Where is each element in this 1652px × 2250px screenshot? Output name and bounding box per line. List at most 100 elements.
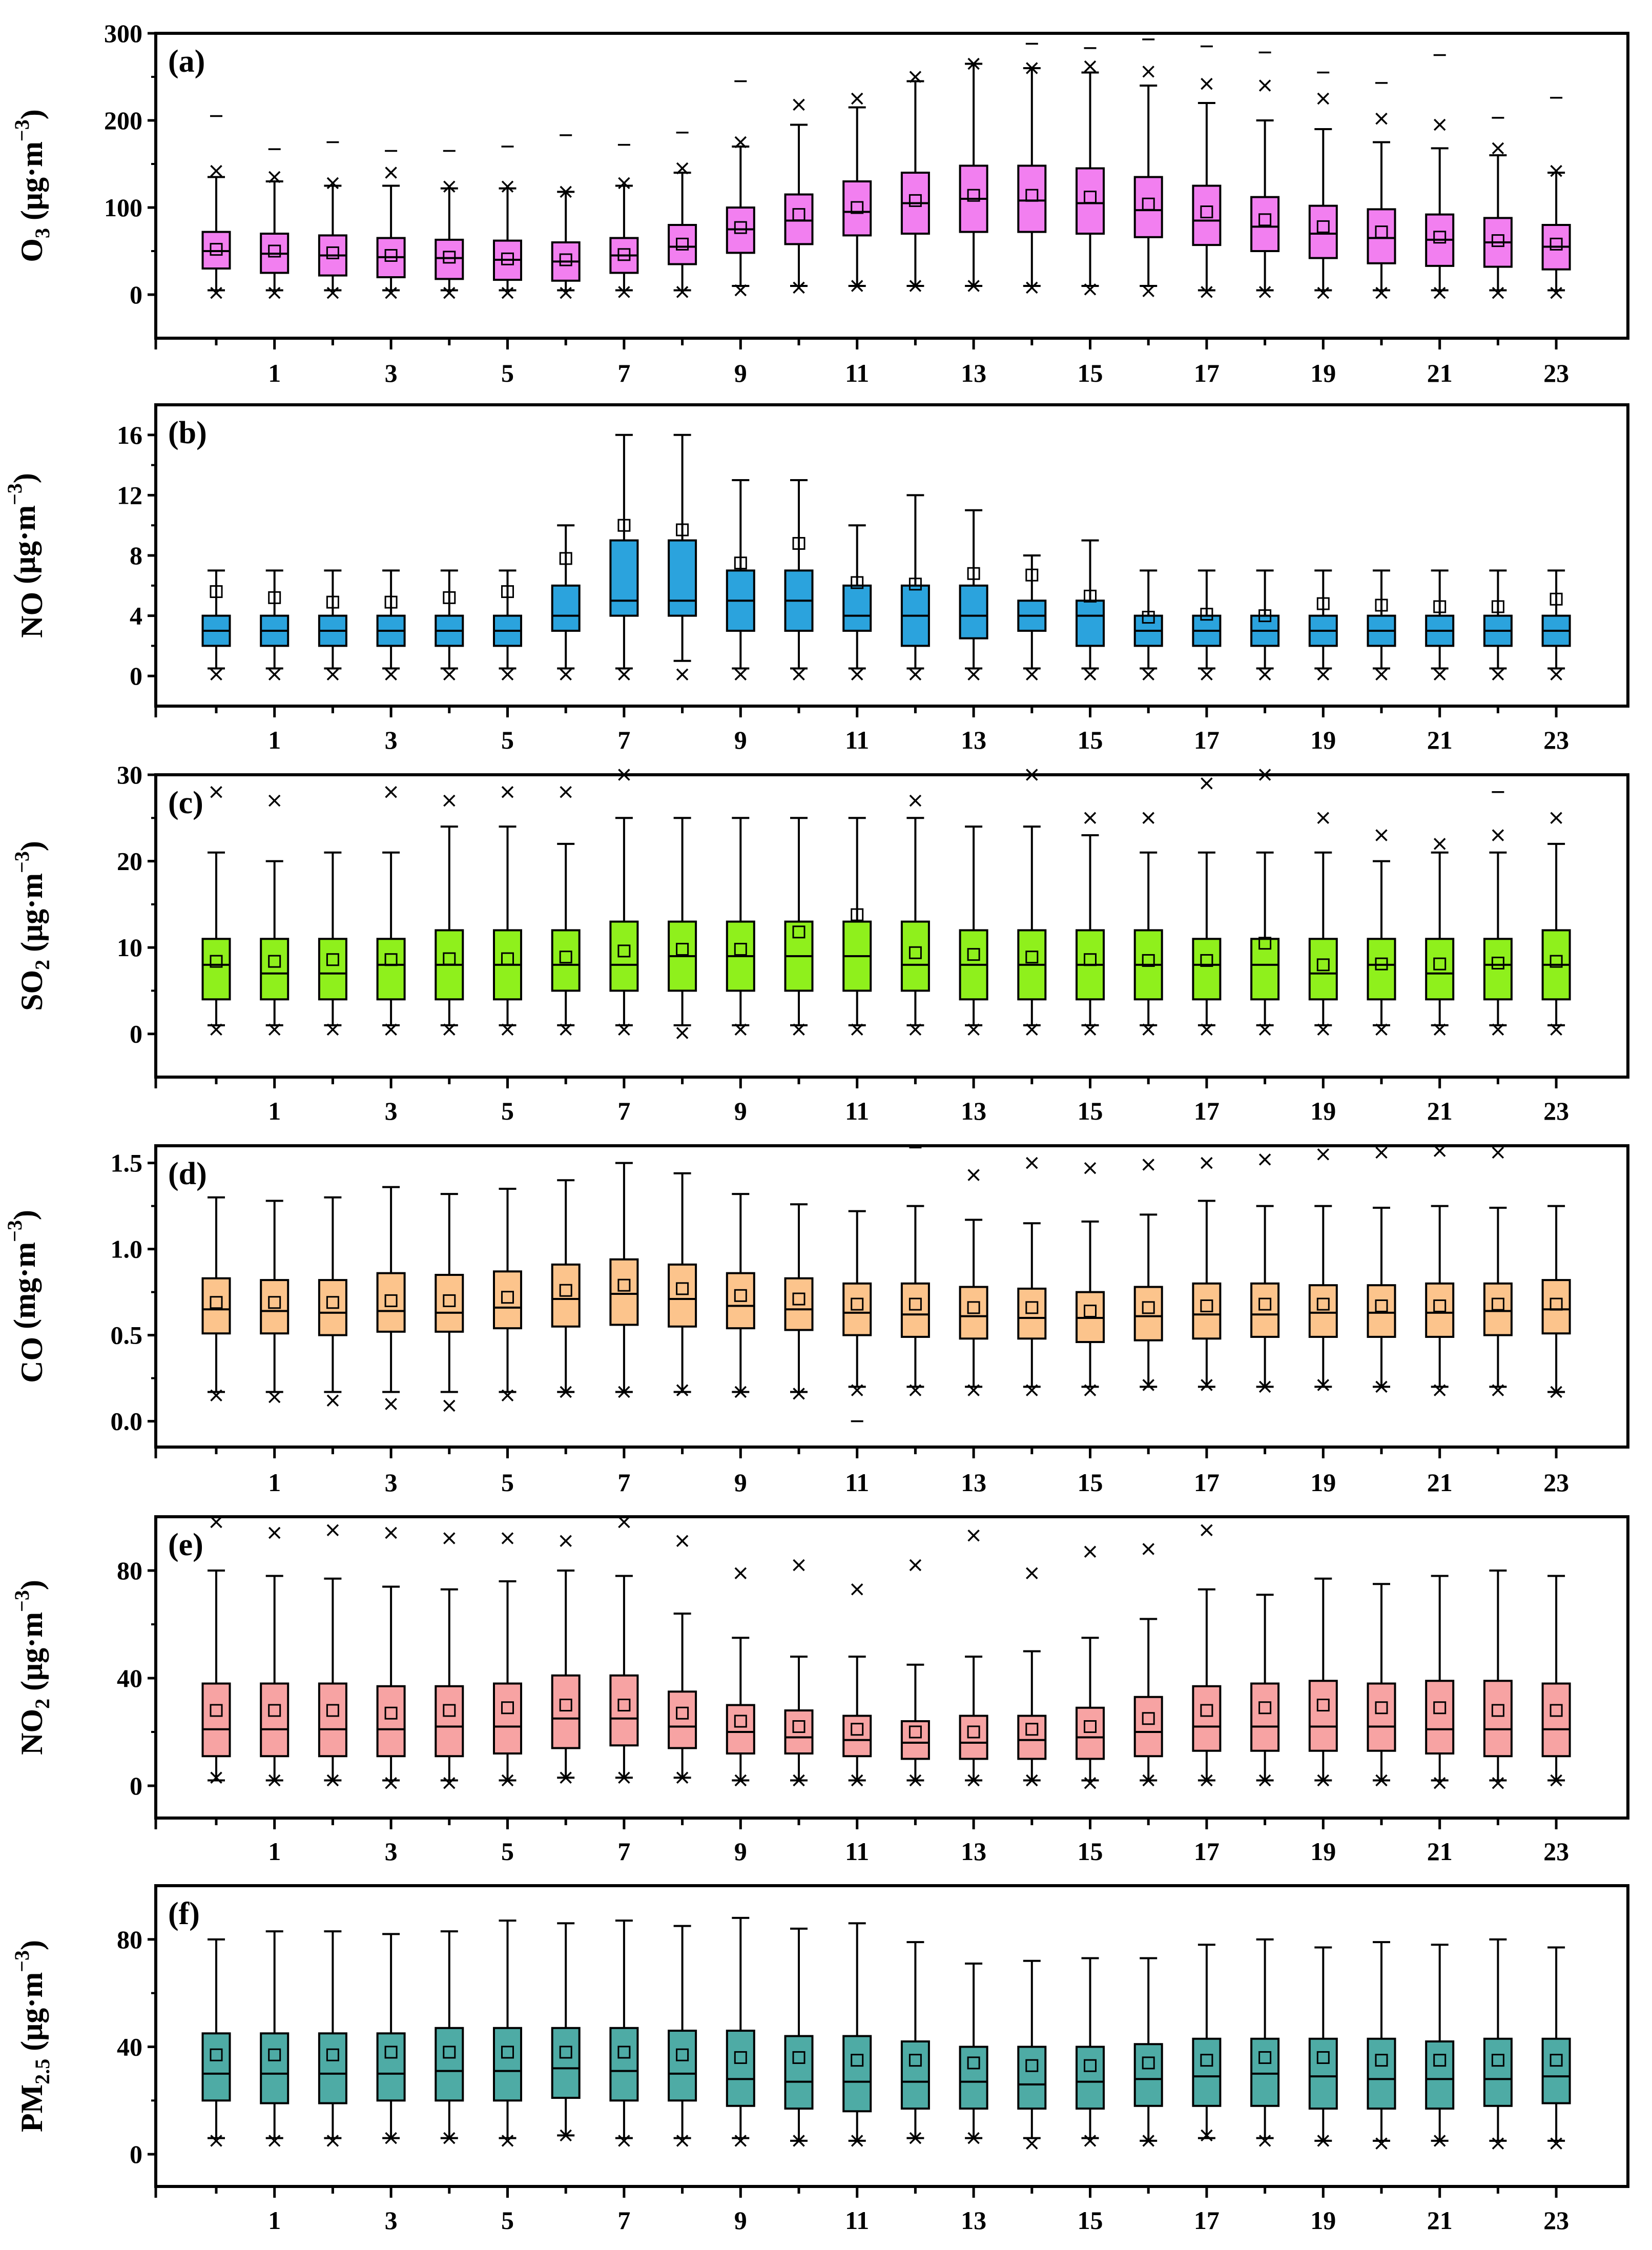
box-hour-17 [1192,1524,1222,1787]
mean-marker [1025,568,1039,582]
mean-marker [326,2048,339,2061]
min-marker [326,286,339,299]
box-hour-17 [1192,45,1222,298]
max-marker [1142,66,1154,78]
panel-label: (c) [168,786,203,820]
y-axis-title-sup: −3 [10,1590,33,1612]
box-hour-14 [1017,1567,1047,1787]
mean-marker [908,1297,922,1311]
y-tick-label: 40 [117,2032,142,2061]
max-marker [1084,1545,1097,1558]
max-marker [210,164,222,177]
min-marker [793,668,805,680]
x-tick-label: 3 [385,1468,398,1497]
iqr-box [551,929,581,992]
box-hour-20 [1367,1146,1396,1393]
mean-marker [1084,1720,1097,1733]
mean-marker [734,943,747,956]
max-marker [734,1567,747,1579]
max-marker [676,1535,689,1547]
iqr-box [201,938,231,1001]
min-marker [268,1391,281,1403]
max-marker [1026,769,1038,781]
box-hour-4 [435,794,464,1036]
max-marker [268,171,281,183]
y-tick-label: 16 [117,421,142,449]
x-tick-label: 13 [961,1097,986,1125]
iqr-box [1308,2037,1338,2110]
y-tick-label: 0.5 [111,1321,143,1350]
max-marker [793,1559,805,1572]
y-axis-title: CO (mg·m−3) [3,1210,49,1383]
iqr-box [1308,1284,1338,1338]
y-axis-title: NO (μg·m−3) [3,473,49,638]
mean-marker [792,208,806,221]
box-hour-0 [201,115,231,299]
box-hour-9 [726,817,755,1036]
min-marker [443,1777,456,1789]
max-marker [734,136,747,149]
iqr-box [260,1279,290,1335]
iqr-box [900,920,930,992]
iqr-box [668,224,697,265]
iqr-box [376,1272,406,1333]
x-tick-label: 15 [1078,359,1103,387]
y-axis-title-sup: −3 [10,1950,33,1972]
box-hour-17 [1192,1157,1222,1391]
max-marker [443,794,456,807]
min-marker [1433,2135,1446,2147]
min-marker [1084,2135,1097,2147]
max-marker [1258,79,1271,92]
min-marker [560,286,572,299]
max-marker [1433,118,1446,131]
min-marker [1317,1774,1330,1787]
box-hour-4 [435,1930,464,2144]
min-marker [909,1774,922,1787]
box-hour-5 [493,569,522,680]
x-tick-label: 15 [1078,1468,1103,1497]
min-marker [618,1023,630,1036]
min-marker [1317,2135,1330,2147]
x-tick-label: 1 [268,1837,281,1866]
x-tick-label: 7 [617,726,630,754]
box-hour-21 [1425,838,1455,1036]
box-hour-9 [726,80,755,297]
box-hour-18 [1250,569,1280,680]
mean-marker [1084,953,1097,966]
min-marker [967,668,980,680]
iqr-box [784,193,814,245]
iqr-box [551,1674,581,1749]
box-hour-12 [900,1941,930,2144]
min-marker [1142,668,1154,680]
mean-marker [268,1704,281,1717]
min-marker [1142,1774,1154,1787]
max-marker [1201,1157,1213,1169]
mean-marker [443,1294,456,1307]
y-tick-label: 0 [130,662,142,690]
min-marker [676,1027,689,1039]
iqr-box [1483,1680,1513,1758]
min-marker [210,1389,222,1401]
min-marker [1492,1384,1504,1396]
y-axis-title-close: ) [15,841,49,851]
box-hour-19 [1308,71,1338,299]
min-marker [1492,1023,1504,1036]
y-tick-label: 300 [104,19,142,48]
x-tick-label: 1 [268,726,281,754]
min-marker [1258,1774,1271,1787]
panel-label: (b) [168,416,207,450]
box-hour-21 [1425,54,1455,299]
mean-marker [1025,189,1039,202]
y-tick-label: 0 [130,2140,142,2169]
max-marker [793,98,805,111]
min-marker [326,1394,339,1407]
box-hour-9 [726,1193,755,1398]
y-axis-title-sub: 2 [31,1699,54,1709]
mean-marker [559,1699,572,1711]
min-marker [210,668,222,680]
x-tick-label: 3 [385,726,398,754]
box-hour-13 [959,825,988,1036]
mean-marker [1025,2059,1039,2072]
iqr-box [1076,1706,1105,1760]
box-hour-5 [493,1919,522,2147]
